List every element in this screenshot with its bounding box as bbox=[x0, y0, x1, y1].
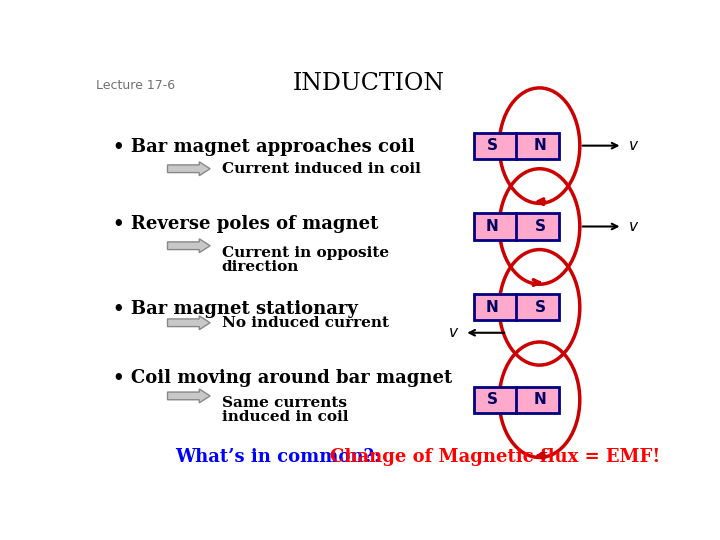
Text: N: N bbox=[534, 392, 546, 407]
Text: N: N bbox=[486, 300, 499, 315]
Text: • Coil moving around bar magnet: • Coil moving around bar magnet bbox=[113, 369, 452, 387]
Text: S: S bbox=[535, 219, 546, 234]
Text: No induced current: No induced current bbox=[222, 316, 389, 330]
Bar bbox=[474, 294, 559, 320]
Text: • Bar magnet stationary: • Bar magnet stationary bbox=[113, 300, 358, 318]
Text: v: v bbox=[629, 219, 638, 234]
FancyArrow shape bbox=[168, 389, 210, 403]
Text: direction: direction bbox=[222, 260, 299, 274]
Text: • Bar magnet approaches coil: • Bar magnet approaches coil bbox=[113, 138, 415, 156]
Bar bbox=[474, 213, 559, 240]
Text: Current in opposite: Current in opposite bbox=[222, 246, 389, 260]
Text: induced in coil: induced in coil bbox=[222, 410, 348, 424]
Text: INDUCTION: INDUCTION bbox=[293, 72, 445, 96]
Bar bbox=[474, 132, 559, 159]
Text: What’s in common?:: What’s in common?: bbox=[175, 449, 387, 467]
FancyArrow shape bbox=[168, 162, 210, 176]
FancyArrow shape bbox=[168, 316, 210, 330]
FancyArrow shape bbox=[168, 239, 210, 253]
Text: Same currents: Same currents bbox=[222, 396, 347, 410]
Text: N: N bbox=[534, 138, 546, 153]
Text: N: N bbox=[486, 219, 499, 234]
Text: S: S bbox=[487, 392, 498, 407]
Text: Lecture 17-6: Lecture 17-6 bbox=[96, 79, 176, 92]
Text: v: v bbox=[629, 138, 638, 153]
Text: S: S bbox=[487, 138, 498, 153]
Text: • Reverse poles of magnet: • Reverse poles of magnet bbox=[113, 215, 379, 233]
Text: S: S bbox=[535, 300, 546, 315]
Bar bbox=[474, 387, 559, 413]
Text: Change of Magnetic flux = EMF!: Change of Magnetic flux = EMF! bbox=[330, 449, 660, 467]
Text: Current induced in coil: Current induced in coil bbox=[222, 162, 420, 176]
Text: v: v bbox=[449, 325, 458, 340]
